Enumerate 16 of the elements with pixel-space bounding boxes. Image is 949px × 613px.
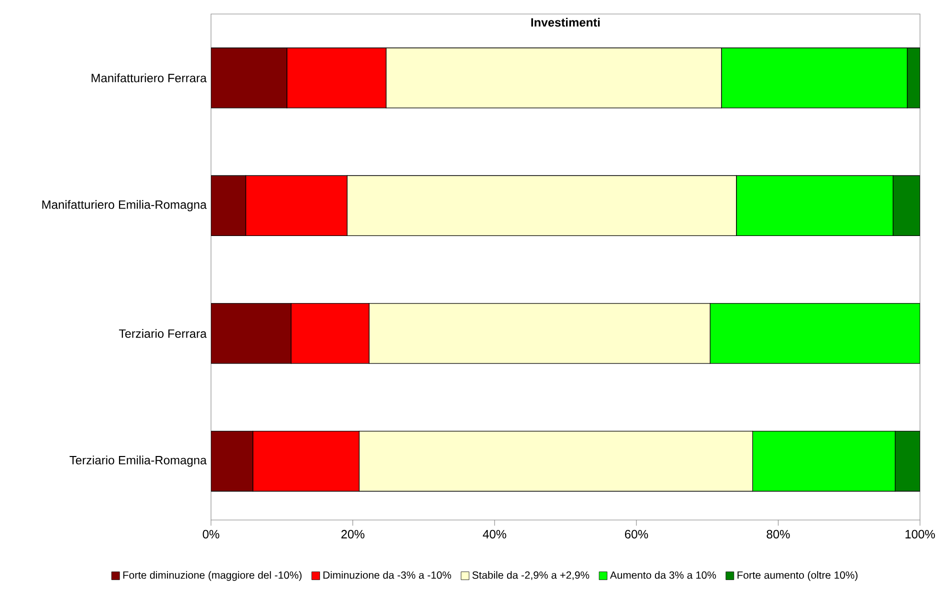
- y-tick-label: Manifatturiero Ferrara: [92, 73, 207, 82]
- legend-label: Aumento da 3% a 10%: [610, 571, 716, 579]
- legend-label: Diminuzione da -3% a -10%: [323, 571, 452, 579]
- x-tick-label: 0%: [202, 530, 220, 538]
- x-tick-label: 100%: [906, 530, 935, 538]
- legend-label: Forte diminuzione (maggiore del -10%): [123, 571, 302, 581]
- y-tick-label: Terziario Emilia-Romagna: [70, 456, 207, 467]
- x-tick-label: 80%: [766, 530, 790, 538]
- y-tick-label: Manifatturiero Emilia-Romagna: [42, 200, 207, 212]
- x-tick-label: 60%: [625, 530, 648, 538]
- legend-label: Stabile da -2,9% a +2,9%: [472, 571, 590, 580]
- x-tick-label: 40%: [482, 530, 506, 538]
- y-tick-label: Terziario Ferrara: [118, 329, 207, 338]
- legend-label: Forte aumento (oltre 10%): [738, 571, 858, 581]
- x-tick-label: 20%: [341, 530, 364, 538]
- chart-title: Investimenti: [531, 18, 600, 27]
